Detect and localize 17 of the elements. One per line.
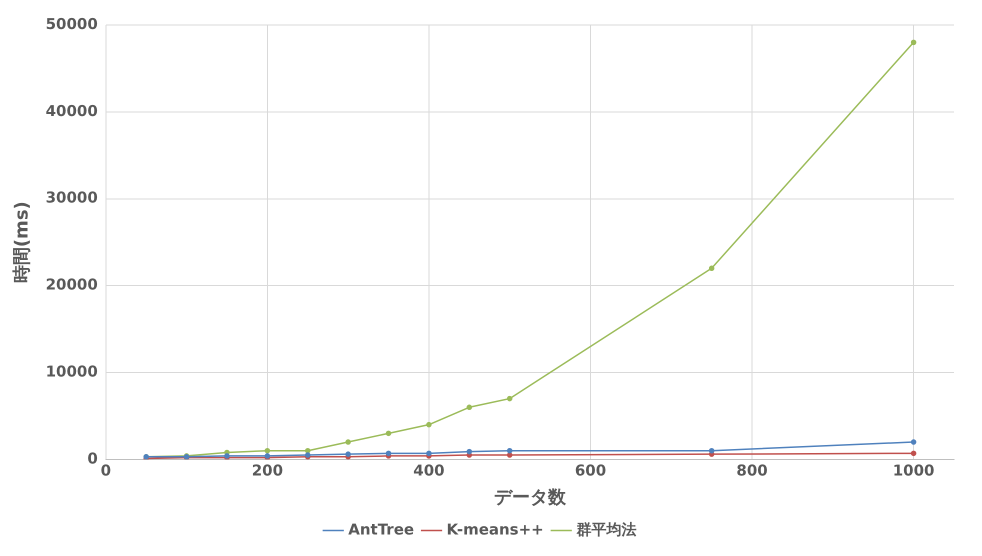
legend-label: K-means++ (446, 520, 544, 538)
y-tick-label: 0 (87, 449, 98, 468)
x-tick-label: 600 (574, 461, 606, 480)
y-tick-label: 20000 (46, 276, 98, 294)
x-axis-title: データ数 (494, 486, 567, 508)
legend-label: AntTree (348, 520, 414, 538)
legend-label: 群平均法 (575, 520, 636, 538)
y-tick-label: 40000 (46, 102, 98, 120)
y-axis-title: 時間(ms) (11, 201, 32, 284)
y-tick-label: 50000 (46, 14, 98, 33)
x-tick-label: 400 (413, 461, 445, 480)
x-tick-label: 1000 (892, 461, 934, 480)
y-tick-label: 10000 (46, 362, 98, 380)
y-tick-label: 30000 (46, 188, 98, 207)
x-tick-label: 0 (100, 461, 112, 480)
x-tick-label: 800 (736, 461, 768, 480)
x-tick-label: 200 (252, 461, 284, 480)
